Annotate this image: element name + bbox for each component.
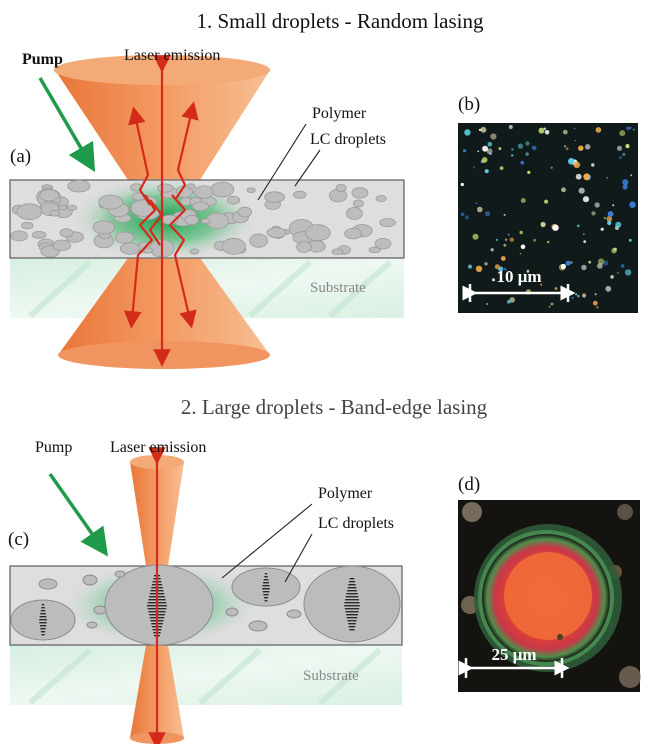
polymer-label-1: Polymer — [312, 105, 367, 122]
pump-arrow-1 — [38, 77, 96, 173]
panel1-title: 1. Small droplets - Random lasing — [197, 9, 484, 33]
laser-cone-bottom-ellipse-1 — [58, 341, 270, 369]
scale-label-b: 10 μm — [496, 267, 541, 286]
polymer-label-2: Polymer — [318, 485, 373, 502]
polymer-pointer-2 — [221, 503, 313, 579]
substrate-label-2: Substrate — [303, 668, 359, 684]
lc-pointer-1 — [294, 149, 321, 187]
birefringence-speckles — [460, 125, 636, 309]
random-lasing-paths — [124, 55, 199, 367]
panel-label-c: (c) — [8, 529, 29, 550]
polymer-pointer-1 — [257, 123, 307, 201]
pump-arrow-2 — [48, 472, 109, 557]
lc-pointer-2 — [284, 533, 313, 583]
scale-label-d: 25 μm — [491, 645, 536, 664]
lc-label-2: LC droplets — [318, 515, 394, 532]
substrate-streaks-2 — [28, 647, 382, 706]
panel-label-d: (d) — [458, 474, 480, 495]
substrate-label-1: Substrate — [310, 280, 366, 296]
panel2-title: 2. Large droplets - Band-edge lasing — [181, 395, 488, 419]
panel-label-b: (b) — [458, 94, 480, 115]
pump-label-1: Pump — [22, 51, 63, 68]
laser-label-2: Laser emission — [110, 439, 206, 456]
pump-label-2: Pump — [35, 439, 72, 456]
lc-label-1: LC droplets — [310, 131, 386, 148]
panel-label-a: (a) — [10, 146, 31, 167]
droplet-texture-d — [461, 502, 641, 688]
laser-label-1: Laser emission — [124, 47, 220, 64]
